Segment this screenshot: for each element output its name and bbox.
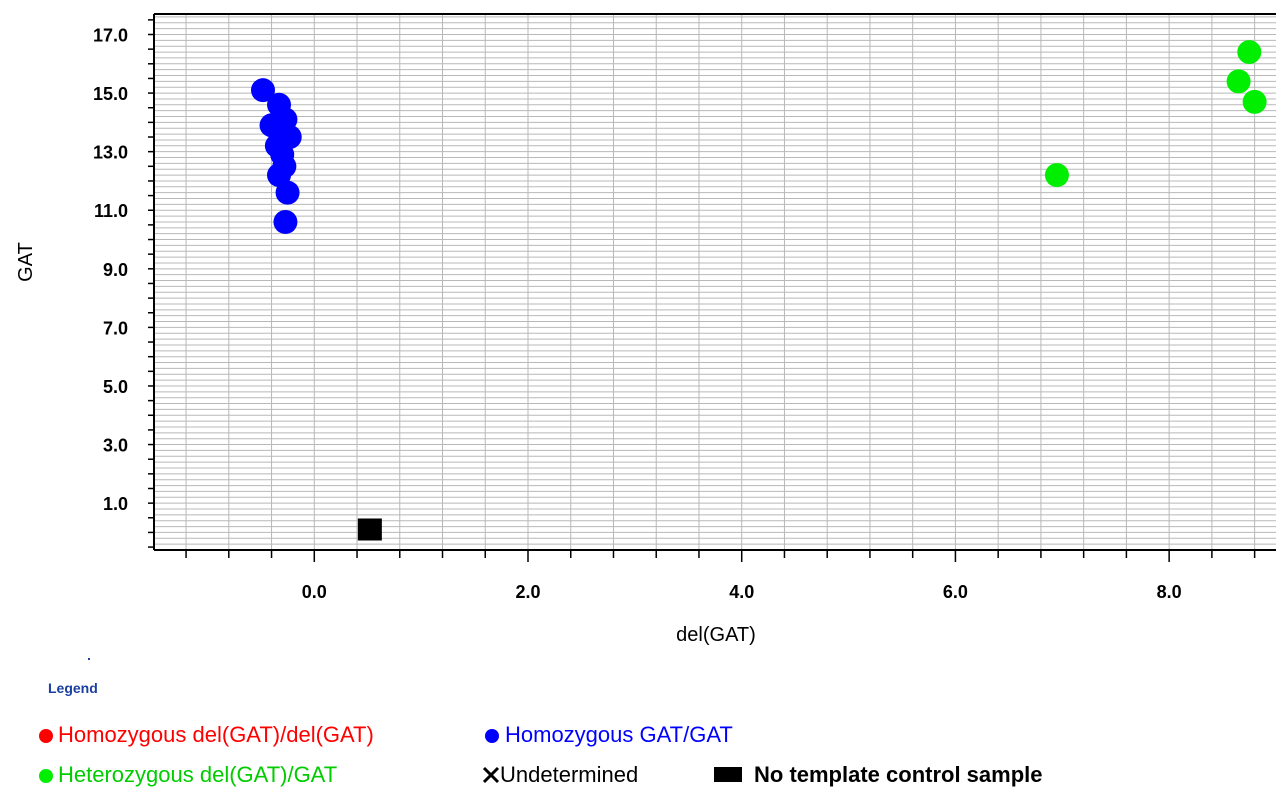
legend-label-no-template: No template control sample <box>754 762 1043 787</box>
y-tick-label: 3.0 <box>103 436 128 456</box>
legend-label-undetermined: Undetermined <box>500 762 638 787</box>
x-tick-label: 6.0 <box>943 582 968 602</box>
y-tick-label: 5.0 <box>103 377 128 397</box>
x-tick-label: 2.0 <box>515 582 540 602</box>
data-point <box>1237 40 1261 64</box>
legend-marker-no-template <box>714 767 742 782</box>
legend-marker-heterozygous <box>39 769 53 783</box>
data-point <box>1045 163 1069 187</box>
plot-background <box>154 14 1276 550</box>
y-axis-label: GAT <box>15 242 37 282</box>
grid-layer <box>154 14 1276 550</box>
y-tick-label: 9.0 <box>103 260 128 280</box>
data-point <box>276 181 300 205</box>
legend-label-heterozygous: Heterozygous del(GAT)/GAT <box>58 762 337 787</box>
legend-marker-undetermined <box>484 768 498 782</box>
y-tick-label: 1.0 <box>103 494 128 514</box>
x-tick-label: 4.0 <box>729 582 754 602</box>
legend: Legend Homozygous del(GAT)/del(GAT) Homo… <box>39 658 1043 787</box>
legend-label-homozygous-del: Homozygous del(GAT)/del(GAT) <box>58 722 374 747</box>
y-tick-label: 11.0 <box>94 201 128 221</box>
data-point <box>1227 69 1251 93</box>
y-tick-label: 13.0 <box>93 143 128 163</box>
legend-marker-homozygous-del <box>39 729 53 743</box>
y-tick-label: 7.0 <box>103 318 128 338</box>
y-tick-label: 17.0 <box>93 26 128 46</box>
x-axis-label: del(GAT) <box>676 624 756 646</box>
x-tick-label: 8.0 <box>1157 582 1182 602</box>
legend-label-homozygous-gat: Homozygous GAT/GAT <box>505 722 733 747</box>
data-point <box>1243 90 1267 114</box>
data-point <box>358 518 382 540</box>
legend-title: Legend <box>48 680 98 696</box>
x-tick-label: 0.0 <box>302 582 327 602</box>
data-point <box>273 210 297 234</box>
legend-dot-marker <box>88 658 90 660</box>
y-tick-label: 15.0 <box>93 84 128 104</box>
legend-marker-homozygous-gat <box>485 729 499 743</box>
